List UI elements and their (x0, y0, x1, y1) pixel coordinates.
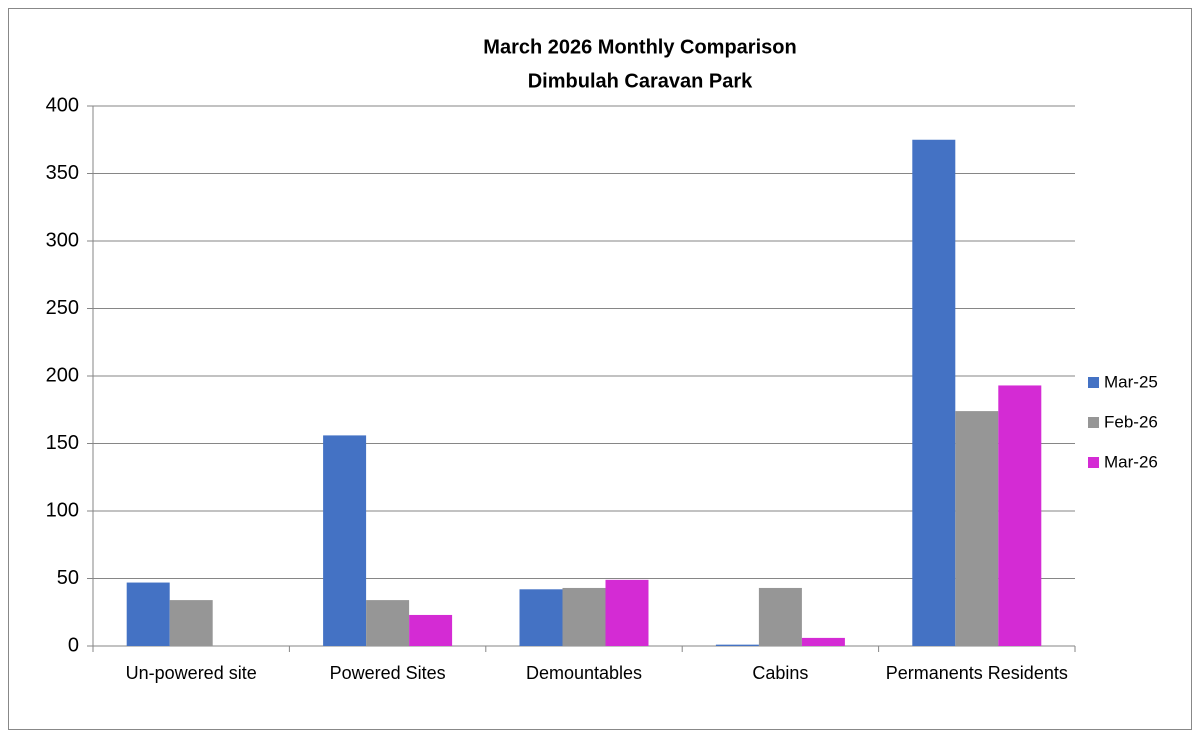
x-tick-label: Permanents Residents (886, 663, 1068, 683)
legend-label: Mar-25 (1104, 372, 1158, 391)
x-tick-label: Powered Sites (330, 663, 446, 683)
bar (605, 579, 649, 646)
legend-swatch (1088, 417, 1099, 428)
bar (955, 411, 999, 646)
legend-swatch (1088, 457, 1099, 468)
y-tick-label: 200 (46, 364, 79, 386)
bar (519, 589, 563, 646)
bar (323, 435, 367, 646)
bar (715, 644, 759, 646)
y-tick-label: 0 (68, 634, 79, 656)
x-tick-label: Un-powered site (126, 663, 257, 683)
chart-subtitle: Dimbulah Caravan Park (528, 70, 753, 92)
y-tick-label: 350 (46, 162, 79, 184)
bar (562, 587, 606, 646)
legend-label: Feb-26 (1104, 412, 1158, 431)
bar (998, 385, 1042, 646)
x-tick-label: Demountables (526, 663, 642, 683)
y-tick-label: 300 (46, 229, 79, 251)
bar (801, 637, 845, 646)
bar (366, 600, 410, 646)
y-tick-label: 50 (57, 567, 79, 589)
y-tick-label: 250 (46, 297, 79, 319)
y-tick-label: 100 (46, 499, 79, 521)
bar (169, 600, 213, 646)
chart-title: March 2026 Monthly Comparison (483, 36, 796, 58)
legend-label: Mar-26 (1104, 452, 1158, 471)
bar (912, 139, 956, 646)
bar (126, 582, 170, 646)
y-tick-label: 150 (46, 432, 79, 454)
y-tick-label: 400 (46, 94, 79, 116)
bar (409, 614, 453, 646)
x-tick-label: Cabins (752, 663, 808, 683)
legend-swatch (1088, 377, 1099, 388)
bar (758, 587, 802, 646)
